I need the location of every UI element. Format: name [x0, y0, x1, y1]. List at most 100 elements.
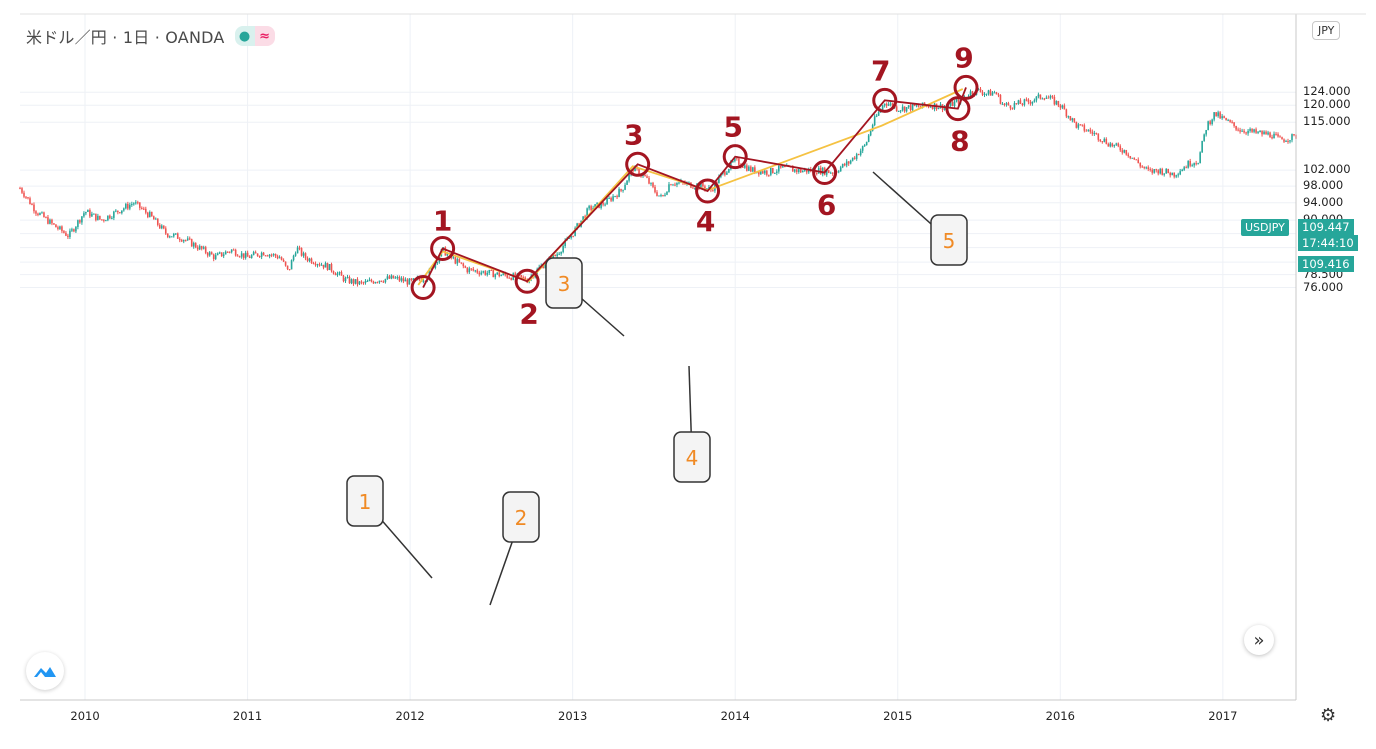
wave-circle: [945, 96, 971, 122]
candle-body: [857, 154, 860, 156]
candle-body: [1219, 112, 1221, 119]
candle-body: [200, 246, 203, 249]
candle-body: [620, 189, 622, 191]
candle-body: [1137, 159, 1140, 164]
wave-number-label: 4: [696, 205, 715, 238]
candle-body: [1163, 173, 1166, 175]
candle-body: [81, 216, 83, 223]
approx-wave-icon[interactable]: ≈: [254, 26, 275, 46]
candle-body: [232, 249, 235, 251]
candle-body: [85, 211, 87, 214]
candle-body: [320, 264, 323, 266]
candle-body: [574, 227, 576, 236]
candle-body: [276, 256, 279, 259]
candle-body: [298, 247, 301, 249]
candle-body: [234, 249, 237, 256]
candle-body: [186, 238, 189, 241]
candle-body: [1095, 133, 1098, 135]
candle-body: [524, 277, 527, 281]
candle-body: [230, 249, 233, 253]
candle-body: [1165, 168, 1168, 174]
candle-body: [406, 279, 409, 285]
candle-body: [506, 275, 509, 278]
candle-body: [1061, 105, 1064, 108]
candle-body: [228, 251, 231, 253]
candle-body: [352, 279, 355, 284]
candle-body: [626, 180, 628, 185]
callout-label: 2: [515, 506, 528, 530]
candle-body: [778, 165, 780, 172]
candle-body: [871, 125, 874, 131]
candle-body: [270, 254, 273, 256]
candle-body: [340, 272, 343, 276]
candle-body: [772, 167, 774, 174]
candle-body: [843, 163, 846, 166]
candle-body: [712, 190, 714, 192]
candle-body: [306, 258, 309, 261]
wave-number-label: 7: [871, 54, 890, 87]
candle-body: [1215, 112, 1217, 117]
candle-body: [342, 275, 345, 282]
candle-body: [272, 254, 275, 256]
candle-body: [434, 262, 437, 268]
indicator-pills[interactable]: ● ≈: [234, 26, 275, 46]
gear-icon[interactable]: ⚙: [1320, 705, 1337, 726]
candle-body: [897, 110, 900, 112]
candle-body: [895, 106, 898, 112]
candle-body: [987, 90, 990, 94]
candle-body: [37, 213, 39, 215]
candle-body: [362, 282, 365, 284]
candle-body: [758, 171, 760, 175]
candle-body: [514, 273, 517, 278]
dot-icon[interactable]: ●: [234, 26, 255, 46]
candle-body: [829, 172, 832, 174]
candle-body: [1073, 118, 1076, 122]
last-price-tag: 109.447: [1298, 219, 1354, 235]
candle-body: [881, 105, 884, 110]
candle-body: [1169, 172, 1171, 176]
candle-body: [1007, 103, 1010, 106]
candle-body: [1139, 163, 1142, 167]
candle-body: [39, 213, 41, 215]
candle-body: [702, 182, 704, 187]
candle-body: [55, 224, 57, 228]
candle-body: [1179, 171, 1181, 175]
wave-circle: [722, 144, 748, 170]
candle-body: [1263, 131, 1265, 135]
candle-body: [1261, 130, 1263, 135]
candle-body: [148, 211, 151, 218]
candle-body: [955, 99, 958, 102]
time-tick-label: 2015: [883, 709, 913, 723]
candle-body: [991, 92, 994, 96]
candle-body: [318, 264, 321, 266]
double-chevron-right-icon[interactable]: »: [1244, 625, 1274, 655]
candle-body: [1255, 129, 1257, 133]
candle-body: [1091, 131, 1094, 134]
chart-title-bar: 米ドル／円 · 1日 · OANDA ● ≈: [26, 24, 275, 48]
candle-body: [1141, 166, 1144, 168]
candle-body: [600, 202, 602, 208]
candle-body: [478, 272, 481, 275]
grid: [20, 14, 1296, 700]
candle-body: [109, 215, 111, 219]
candle-body: [1111, 143, 1114, 147]
time-tick-label: 2016: [1045, 709, 1075, 723]
candle-body: [63, 231, 65, 233]
candle-body: [949, 101, 952, 106]
wave-circle: [695, 178, 721, 204]
candle-body: [364, 281, 367, 283]
tradingview-logo-icon[interactable]: [26, 652, 64, 690]
candle-body: [654, 186, 656, 193]
candle-body: [166, 233, 169, 238]
candle-body: [929, 106, 932, 108]
candle-body: [656, 192, 658, 196]
wave-circle: [410, 275, 436, 301]
candle-body: [1133, 157, 1136, 160]
candle-body: [1211, 119, 1213, 125]
candle-body: [658, 195, 660, 197]
candle-body: [1049, 96, 1052, 98]
currency-button[interactable]: JPY: [1312, 21, 1341, 40]
candle-body: [1213, 112, 1215, 120]
wave-number-label: 9: [954, 41, 973, 74]
